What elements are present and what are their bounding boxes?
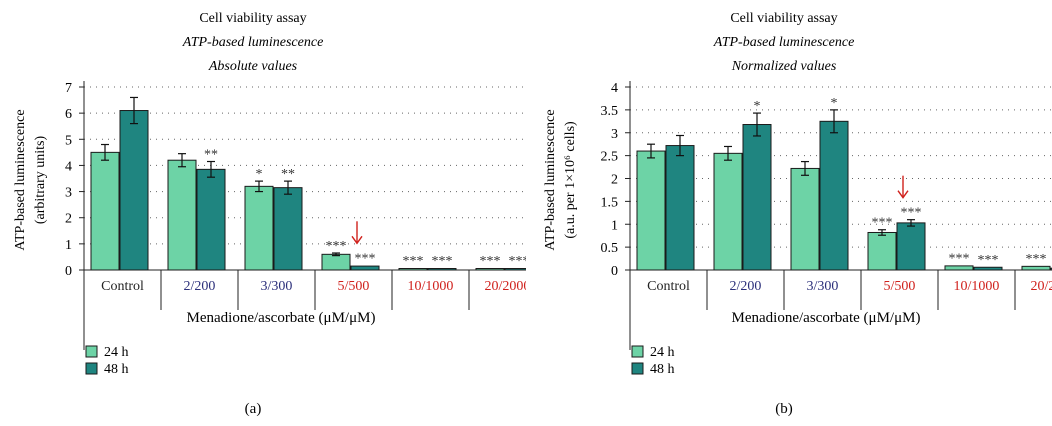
- significance-label: ***: [978, 253, 999, 268]
- y-tick-label: 7: [65, 81, 72, 96]
- chart-subtitle-2: Absolute values: [208, 59, 298, 74]
- legend-label-24h: 24 h: [104, 345, 129, 360]
- significance-label: **: [204, 148, 218, 163]
- bar-24h-2/200: [714, 153, 742, 270]
- y-axis-label-unit: (a.u. per 1×10⁶ cells): [563, 121, 578, 239]
- bar-48h-Control: [120, 111, 148, 270]
- chart-b-svg: Cell viability assay ATP-based luminesce…: [526, 0, 1052, 421]
- y-tick-label: 1.5: [601, 195, 619, 210]
- legend-swatch-48h: [632, 363, 643, 374]
- significance-label: ***: [355, 251, 376, 266]
- y-tick-label: 4: [611, 81, 618, 96]
- category-label: Control: [101, 279, 144, 294]
- bar-48h-2/200: [743, 125, 771, 270]
- y-tick-label: 1: [611, 218, 618, 233]
- y-tick-label: 2: [611, 173, 618, 188]
- bar-24h-Control: [91, 152, 119, 270]
- legend-label-24h: 24 h: [650, 345, 675, 360]
- chart-subtitle: ATP-based luminescence: [713, 35, 855, 50]
- chart-a-svg: Cell viability assay ATP-based luminesce…: [0, 0, 526, 421]
- bar-24h-3/300: [791, 168, 819, 270]
- chart-title: Cell viability assay: [730, 11, 837, 26]
- category-label: 20/2000: [485, 279, 526, 294]
- significance-label: ***: [949, 251, 970, 266]
- y-tick-label: 4: [65, 159, 72, 174]
- significance-label: ***: [901, 206, 922, 221]
- significance-label: ***: [480, 254, 501, 269]
- significance-label: ***: [326, 239, 347, 254]
- category-label: 2/200: [730, 279, 762, 294]
- chart-panel-b: Cell viability assay ATP-based luminesce…: [526, 0, 1052, 421]
- y-tick-label: 1: [65, 238, 72, 253]
- category-label: 5/500: [884, 279, 916, 294]
- significance-label: *: [754, 99, 761, 114]
- legend-swatch-24h: [86, 346, 97, 357]
- bar-24h-5/500: [868, 232, 896, 270]
- bar-24h-10/1000: [945, 266, 973, 270]
- chart-panel-a: Cell viability assay ATP-based luminesce…: [0, 0, 526, 421]
- y-axis-label: ATP-based luminescence: [543, 109, 558, 250]
- legend-label-48h: 48 h: [650, 362, 675, 377]
- x-axis-label: Menadione/ascorbate (μM/μM): [187, 310, 376, 326]
- y-tick-label: 2.5: [601, 150, 619, 165]
- y-tick-label: 3.5: [601, 104, 619, 119]
- category-label: 5/500: [338, 279, 370, 294]
- bar-48h-5/500: [351, 266, 379, 270]
- chart-subtitle: ATP-based luminescence: [182, 35, 324, 50]
- legend-label-48h: 48 h: [104, 362, 129, 377]
- bar-48h-Control: [666, 146, 694, 270]
- significance-label: *: [256, 167, 263, 182]
- bar-48h-5/500: [897, 223, 925, 270]
- significance-label: **: [281, 167, 295, 182]
- y-tick-label: 0: [611, 264, 618, 279]
- significance-label: ***: [1026, 252, 1047, 267]
- y-tick-label: 3: [65, 186, 72, 201]
- y-tick-label: 6: [65, 107, 72, 122]
- bar-48h-3/300: [820, 121, 848, 270]
- category-label: 20/2000: [1031, 279, 1052, 294]
- y-axis-label: ATP-based luminescence: [13, 109, 28, 250]
- category-label: 3/300: [807, 279, 839, 294]
- chart-title: Cell viability assay: [199, 11, 306, 26]
- legend: 24 h 48 h: [632, 345, 675, 377]
- significance-label: ***: [509, 254, 527, 269]
- category-label: 2/200: [184, 279, 216, 294]
- legend-swatch-48h: [86, 363, 97, 374]
- legend: 24 h 48 h: [86, 345, 129, 377]
- panel-label: (b): [775, 401, 793, 417]
- legend-swatch-24h: [632, 346, 643, 357]
- y-tick-label: 5: [65, 133, 72, 148]
- significance-label: ***: [403, 254, 424, 269]
- y-axis-label-unit: (arbitrary units): [33, 136, 48, 225]
- significance-label: ***: [872, 216, 893, 231]
- panel-label: (a): [245, 401, 262, 417]
- category-label: 3/300: [261, 279, 293, 294]
- category-label: 10/1000: [954, 279, 1000, 294]
- y-tick-label: 0.5: [601, 241, 619, 256]
- bar-24h-5/500: [322, 254, 350, 270]
- bar-24h-2/200: [168, 160, 196, 270]
- significance-label: ***: [432, 254, 453, 269]
- bar-48h-2/200: [197, 169, 225, 270]
- y-tick-label: 2: [65, 212, 72, 227]
- y-tick-label: 3: [611, 127, 618, 142]
- chart-subtitle-2: Normalized values: [731, 59, 837, 74]
- x-axis-label: Menadione/ascorbate (μM/μM): [732, 310, 921, 326]
- significance-label: *: [831, 96, 838, 111]
- y-tick-label: 0: [65, 264, 72, 279]
- category-label: 10/1000: [408, 279, 454, 294]
- category-label: Control: [647, 279, 690, 294]
- bar-48h-3/300: [274, 188, 302, 270]
- bar-24h-Control: [637, 151, 665, 270]
- bar-24h-3/300: [245, 186, 273, 270]
